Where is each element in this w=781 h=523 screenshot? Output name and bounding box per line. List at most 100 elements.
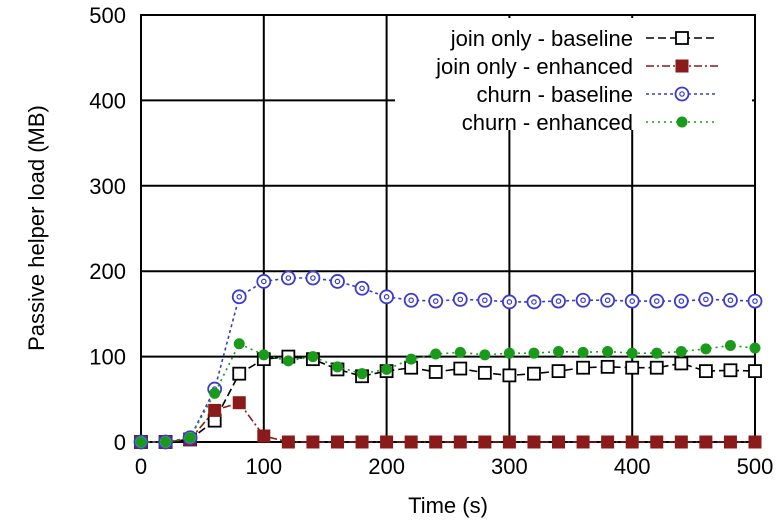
data-point bbox=[577, 346, 589, 358]
data-point bbox=[626, 347, 638, 359]
data-point bbox=[673, 293, 689, 309]
data-point bbox=[723, 292, 738, 308]
data-point bbox=[723, 363, 738, 378]
data-point bbox=[477, 365, 492, 380]
y-tick-label: 500 bbox=[89, 3, 126, 28]
data-point bbox=[256, 274, 272, 289]
data-point bbox=[748, 364, 762, 379]
data-point-inner bbox=[555, 298, 562, 304]
data-point bbox=[233, 338, 245, 350]
data-point bbox=[232, 366, 247, 381]
data-point bbox=[307, 351, 319, 363]
data-point bbox=[551, 364, 566, 379]
data-point bbox=[676, 116, 688, 128]
data-point bbox=[575, 292, 591, 308]
data-point-inner bbox=[506, 299, 513, 305]
data-point-inner bbox=[531, 299, 537, 305]
data-point bbox=[428, 293, 444, 309]
data-point bbox=[551, 293, 566, 309]
data-point-inner bbox=[334, 278, 341, 285]
data-point bbox=[553, 345, 565, 357]
legend: join only - baseline join only - enhanced… bbox=[395, 18, 752, 135]
data-point-inner bbox=[408, 297, 414, 304]
data-point bbox=[381, 363, 393, 375]
data-point bbox=[527, 366, 541, 381]
data-point bbox=[625, 435, 639, 449]
data-point bbox=[624, 293, 640, 309]
data-point-inner bbox=[310, 275, 316, 281]
data-point bbox=[232, 396, 246, 410]
data-point bbox=[526, 294, 542, 310]
data-point bbox=[478, 435, 492, 449]
data-point bbox=[403, 292, 419, 308]
data-point bbox=[502, 435, 516, 449]
data-point bbox=[528, 347, 540, 359]
data-point bbox=[231, 289, 247, 305]
series-line bbox=[141, 342, 756, 443]
data-point bbox=[675, 345, 687, 357]
data-point bbox=[453, 435, 467, 449]
data-point bbox=[748, 435, 762, 449]
y-tick-label: 0 bbox=[114, 430, 126, 455]
data-point bbox=[160, 436, 172, 448]
data-point-inner bbox=[457, 296, 464, 303]
x-tick-label: 400 bbox=[614, 454, 651, 479]
series-3 bbox=[135, 338, 761, 448]
data-point bbox=[257, 429, 271, 443]
data-point bbox=[650, 435, 664, 449]
x-tick-label: 300 bbox=[491, 454, 528, 479]
data-point bbox=[354, 280, 370, 296]
data-point-inner bbox=[678, 298, 685, 304]
data-point bbox=[208, 403, 222, 417]
x-tick-label: 200 bbox=[368, 454, 405, 479]
data-point bbox=[601, 435, 615, 449]
data-point bbox=[700, 343, 712, 355]
data-point bbox=[649, 293, 665, 309]
legend-label: churn - baseline bbox=[476, 82, 633, 107]
data-point bbox=[502, 368, 517, 383]
data-point bbox=[355, 435, 369, 449]
data-point bbox=[600, 359, 615, 374]
data-point bbox=[552, 435, 566, 449]
data-point-inner bbox=[629, 298, 636, 304]
data-point bbox=[429, 435, 443, 449]
data-point bbox=[280, 270, 296, 286]
data-point-inner bbox=[260, 278, 267, 285]
data-point-inner bbox=[580, 297, 586, 304]
data-point bbox=[258, 349, 270, 361]
series-1 bbox=[134, 396, 762, 449]
data-point bbox=[453, 361, 468, 376]
data-point bbox=[674, 86, 690, 102]
data-point bbox=[356, 368, 368, 380]
data-point bbox=[600, 292, 616, 308]
data-point bbox=[602, 345, 614, 357]
data-point bbox=[306, 435, 320, 449]
x-tick-label: 0 bbox=[135, 454, 147, 479]
axis-ticks: 0 100 200 300 400 500 0 100 200 300 400 500 bbox=[89, 3, 773, 479]
data-point bbox=[209, 387, 221, 399]
data-point bbox=[649, 360, 664, 375]
data-point-inner bbox=[727, 297, 734, 304]
data-point bbox=[675, 31, 689, 45]
y-tick-label: 400 bbox=[89, 88, 126, 113]
x-axis-label: Time (s) bbox=[408, 493, 488, 518]
data-point bbox=[675, 59, 689, 73]
series-0 bbox=[134, 349, 762, 449]
data-point-inner bbox=[604, 297, 611, 304]
data-point bbox=[305, 270, 321, 286]
data-point-inner bbox=[679, 91, 685, 97]
data-point bbox=[404, 435, 418, 449]
data-point bbox=[479, 349, 491, 361]
data-point bbox=[184, 432, 196, 444]
data-point bbox=[501, 294, 517, 310]
data-point bbox=[428, 365, 443, 379]
x-tick-label: 100 bbox=[245, 454, 282, 479]
data-point bbox=[282, 355, 294, 367]
data-point bbox=[527, 435, 541, 449]
data-point bbox=[749, 342, 761, 354]
y-tick-label: 200 bbox=[89, 259, 126, 284]
series-layer bbox=[133, 270, 763, 450]
legend-label: join only - baseline bbox=[450, 26, 633, 51]
data-point bbox=[430, 348, 442, 360]
